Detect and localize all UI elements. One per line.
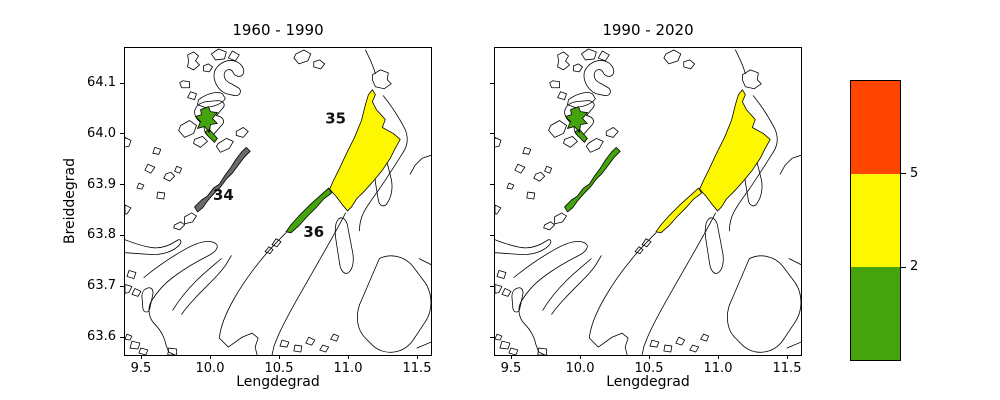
region-34-shape: [564, 146, 621, 213]
x-tick-mark: [717, 355, 719, 359]
colorbar-segment-green: [851, 267, 900, 360]
y-tick-mark: [120, 184, 124, 186]
panel-title: 1990 - 2020: [602, 21, 694, 39]
x-axis-label: Lengdegrad: [236, 374, 320, 390]
region-north-patch-shape: [565, 106, 588, 143]
y-tick-mark: [120, 285, 124, 287]
x-tick-label: 11.5: [772, 361, 802, 376]
x-tick-mark: [648, 355, 650, 359]
map-panel-1960-1990: 1960 - 1990 34 35 36 9.5 10.0 10.5 11.0 11.5…: [62, 0, 432, 400]
y-tick-mark: [120, 82, 124, 84]
panel-title: 1960 - 1990: [232, 21, 324, 39]
x-tick-mark: [209, 355, 211, 359]
x-tick-label: 11.5: [402, 361, 432, 376]
y-tick-label: 64.1: [87, 75, 116, 90]
x-tick-label: 11.0: [703, 361, 733, 376]
x-tick-mark: [786, 355, 788, 359]
x-tick-label: 10.0: [195, 361, 225, 376]
colorbar-tick-mark: [901, 266, 906, 268]
region-34-shape: [194, 146, 251, 213]
region-34-label: 34: [213, 186, 234, 204]
x-tick-label: 10.5: [264, 361, 294, 376]
coastline-map: [495, 48, 801, 355]
map-panel-1990-2020: 1990 - 2020 9.5 10.0 10.5 11.0 11.5 Lengdegr…: [490, 0, 802, 400]
colorbar-segment-orange_red: [851, 81, 900, 174]
region-36-shape: [285, 187, 333, 234]
y-tick-label: 63.7: [87, 278, 116, 294]
coastline-islands: [125, 48, 431, 355]
y-tick-label: 63.8: [87, 227, 116, 243]
x-tick-label: 9.5: [130, 361, 152, 376]
x-tick-mark: [278, 355, 280, 359]
x-tick-label: 10.5: [634, 361, 664, 376]
y-tick-mark: [120, 133, 124, 135]
y-tick-mark: [120, 336, 124, 338]
region-36-label: 36: [303, 223, 324, 241]
region-35-shape: [699, 89, 771, 212]
region-35-shape: [329, 89, 401, 212]
colorbar-tick-mark: [901, 173, 906, 175]
y-tick-label: 63.9: [87, 176, 116, 192]
y-tick-mark: [490, 336, 494, 338]
region-north-patch-shape: [195, 106, 218, 143]
y-tick-mark: [120, 234, 124, 236]
x-tick-mark: [347, 355, 349, 359]
colorbar-segment-yellow: [851, 174, 900, 267]
x-tick-mark: [140, 355, 142, 359]
region-35-label: 35: [325, 110, 346, 128]
y-tick-mark: [490, 133, 494, 135]
y-tick-mark: [490, 285, 494, 287]
y-tick-mark: [490, 82, 494, 84]
y-tick-mark: [490, 184, 494, 186]
region-36-shape: [655, 187, 703, 234]
x-tick-mark: [579, 355, 581, 359]
x-axis-label: Lengdegrad: [606, 374, 690, 390]
map-plot-area: 34 35 36 9.5 10.0 10.5 11.0 11.5 64.1 64.0 63.9…: [87, 47, 432, 376]
x-tick-mark: [510, 355, 512, 359]
colorbar: [850, 80, 901, 361]
y-axis-label: Breiddegrad: [62, 157, 78, 245]
x-tick-label: 11.0: [333, 361, 363, 376]
coastline-map: 34 35 36: [125, 48, 431, 355]
x-tick-mark: [416, 355, 418, 359]
y-tick-label: 63.6: [87, 329, 116, 344]
colorbar-tick-label: 5: [910, 165, 919, 181]
y-tick-mark: [490, 234, 494, 236]
colorbar-tick-label: 2: [910, 259, 919, 275]
coastline-islands: [495, 48, 801, 355]
map-plot-area: 9.5 10.0 10.5 11.0 11.5: [490, 47, 802, 376]
y-tick-label: 64.0: [87, 125, 116, 141]
x-tick-label: 9.5: [500, 361, 522, 376]
x-tick-label: 10.0: [565, 361, 595, 376]
